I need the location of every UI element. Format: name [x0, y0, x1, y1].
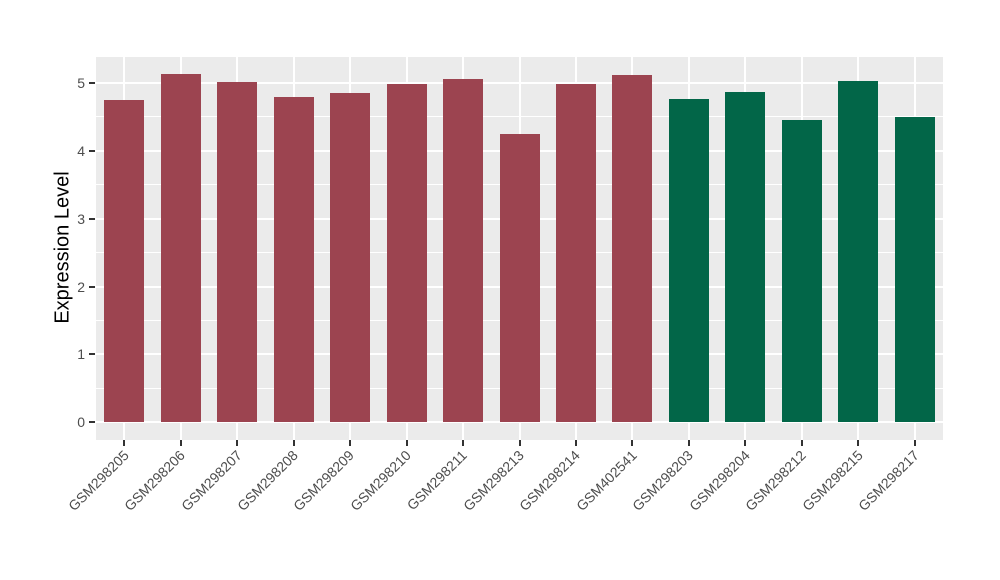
- bar-GSM298217: [894, 116, 935, 423]
- x-tick-mark-GSM298212: [800, 440, 803, 446]
- x-tick-mark-GSM402541: [631, 440, 634, 446]
- bar-GSM298213: [499, 134, 540, 423]
- y-tick-mark-1: [89, 353, 95, 356]
- y-tick-label-2: 2: [77, 278, 85, 295]
- x-tick-mark-GSM298210: [405, 440, 408, 446]
- bar-GSM298204: [725, 92, 766, 423]
- x-tick-mark-GSM298214: [574, 440, 577, 446]
- y-minor-gridline-4.5: [96, 116, 943, 118]
- x-tick-mark-GSM298217: [913, 440, 916, 446]
- bar-GSM298206: [160, 73, 201, 423]
- x-tick-mark-GSM298211: [462, 440, 465, 446]
- x-tick-mark-GSM298203: [687, 440, 690, 446]
- y-tick-mark-5: [89, 81, 95, 84]
- y-tick-label-4: 4: [77, 142, 85, 159]
- bar-GSM298211: [443, 79, 484, 423]
- y-major-gridline-0: [96, 421, 943, 424]
- y-tick-mark-0: [89, 421, 95, 424]
- y-tick-label-3: 3: [77, 210, 85, 227]
- x-tick-mark-GSM298213: [518, 440, 521, 446]
- y-tick-mark-3: [89, 217, 95, 220]
- x-tick-mark-GSM298209: [349, 440, 352, 446]
- bar-GSM298212: [781, 120, 822, 423]
- bar-GSM298208: [273, 97, 314, 423]
- y-tick-label-5: 5: [77, 74, 85, 91]
- bar-GSM298214: [555, 84, 596, 423]
- y-major-gridline-5: [96, 81, 943, 84]
- x-tick-mark-GSM298204: [744, 440, 747, 446]
- x-tick-mark-GSM298206: [179, 440, 182, 446]
- x-tick-mark-GSM298205: [123, 440, 126, 446]
- bar-GSM298215: [838, 80, 879, 423]
- bar-GSM402541: [612, 74, 653, 423]
- y-tick-label-1: 1: [77, 346, 85, 363]
- y-tick-label-0: 0: [77, 414, 85, 431]
- bar-GSM298209: [330, 92, 371, 423]
- bar-GSM298207: [217, 82, 258, 423]
- bar-GSM298203: [668, 99, 709, 423]
- plot-panel: [96, 57, 943, 440]
- y-axis-title-text: Expression Level: [51, 171, 74, 324]
- bar-GSM298205: [104, 99, 145, 423]
- bar-GSM298210: [386, 84, 427, 423]
- x-tick-mark-GSM298208: [292, 440, 295, 446]
- y-tick-mark-4: [89, 149, 95, 152]
- x-tick-mark-GSM298215: [857, 440, 860, 446]
- y-tick-mark-2: [89, 285, 95, 288]
- x-tick-mark-GSM298207: [236, 440, 239, 446]
